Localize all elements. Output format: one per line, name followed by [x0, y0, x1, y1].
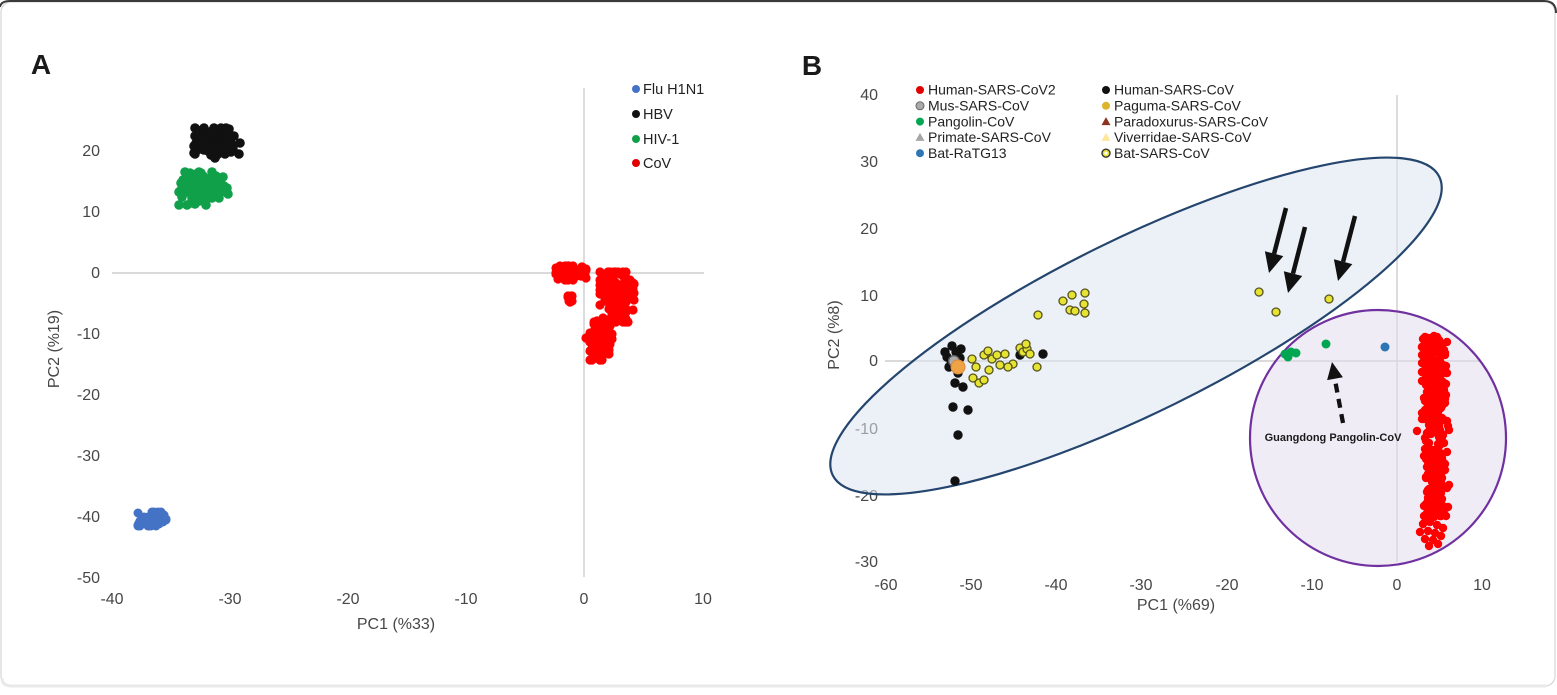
svg-text:-30: -30: [77, 448, 100, 465]
svg-text:Mus-SARS-CoV: Mus-SARS-CoV: [928, 98, 1030, 114]
svg-text:PC2 (%8): PC2 (%8): [826, 300, 843, 369]
svg-text:-40: -40: [1044, 577, 1067, 594]
svg-text:20: 20: [860, 221, 878, 238]
svg-text:Pangolin-CoV: Pangolin-CoV: [928, 113, 1015, 129]
svg-text:10: 10: [694, 591, 712, 608]
svg-text:-10: -10: [77, 326, 100, 343]
svg-text:-20: -20: [1215, 577, 1238, 594]
svg-text:Bat-RaTG13: Bat-RaTG13: [928, 145, 1007, 161]
svg-text:Viverridae-SARS-CoV: Viverridae-SARS-CoV: [1114, 129, 1252, 145]
svg-text:10: 10: [860, 288, 878, 305]
svg-text:Primate-SARS-CoV: Primate-SARS-CoV: [928, 129, 1052, 145]
svg-text:B: B: [802, 50, 822, 81]
svg-text:PC1 (%69): PC1 (%69): [1137, 597, 1215, 614]
svg-text:PC2 (%19): PC2 (%19): [46, 310, 63, 388]
svg-text:10: 10: [1473, 577, 1491, 594]
svg-text:0: 0: [869, 353, 878, 370]
svg-text:30: 30: [860, 154, 878, 171]
svg-text:A: A: [31, 49, 51, 80]
svg-text:Human-SARS-CoV: Human-SARS-CoV: [1114, 82, 1234, 98]
svg-text:-10: -10: [454, 591, 477, 608]
svg-text:0: 0: [91, 265, 100, 282]
svg-text:-40: -40: [77, 509, 100, 526]
svg-text:-20: -20: [336, 591, 359, 608]
svg-text:10: 10: [82, 204, 100, 221]
svg-text:-40: -40: [100, 591, 123, 608]
svg-text:20: 20: [82, 143, 100, 160]
svg-text:Guangdong Pangolin-CoV: Guangdong Pangolin-CoV: [1265, 432, 1403, 444]
svg-text:Paradoxurus-SARS-CoV: Paradoxurus-SARS-CoV: [1114, 113, 1269, 129]
svg-text:HIV-1: HIV-1: [643, 132, 679, 148]
svg-text:0: 0: [1393, 577, 1402, 594]
svg-text:-30: -30: [1129, 577, 1152, 594]
svg-text:-30: -30: [218, 591, 241, 608]
svg-text:-60: -60: [874, 577, 897, 594]
svg-text:-20: -20: [77, 387, 100, 404]
svg-text:Bat-SARS-CoV: Bat-SARS-CoV: [1114, 145, 1210, 161]
svg-text:-50: -50: [959, 577, 982, 594]
svg-text:-10: -10: [1300, 577, 1323, 594]
svg-text:Paguma-SARS-CoV: Paguma-SARS-CoV: [1114, 98, 1241, 114]
svg-text:PC1 (%33): PC1 (%33): [357, 616, 435, 633]
svg-text:CoV: CoV: [643, 156, 672, 172]
svg-text:Human-SARS-CoV2: Human-SARS-CoV2: [928, 82, 1056, 98]
svg-text:-30: -30: [855, 554, 878, 571]
svg-text:40: 40: [860, 87, 878, 104]
svg-text:Flu H1N1: Flu H1N1: [643, 82, 704, 98]
svg-text:-50: -50: [77, 570, 100, 587]
svg-text:0: 0: [580, 591, 589, 608]
svg-text:HBV: HBV: [643, 107, 673, 123]
